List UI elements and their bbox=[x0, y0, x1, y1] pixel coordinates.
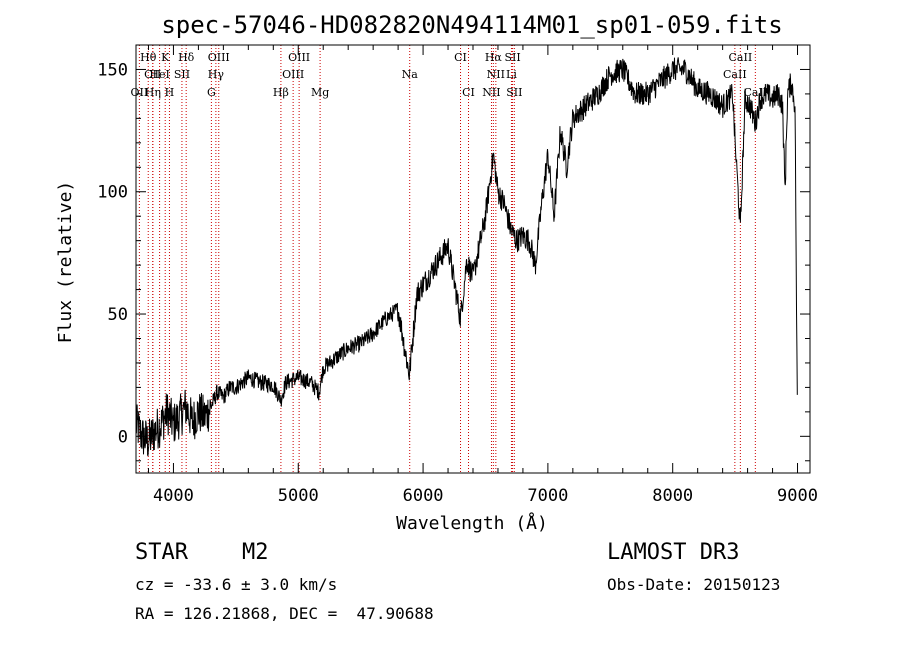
line-label: OIII bbox=[282, 68, 304, 81]
line-label: Li bbox=[506, 68, 517, 81]
plot-frame bbox=[135, 44, 811, 474]
x-tick-label: 7000 bbox=[527, 486, 568, 506]
line-label: SII bbox=[174, 68, 190, 81]
line-label: Mg bbox=[311, 86, 329, 99]
y-tick-label: 100 bbox=[97, 183, 128, 203]
y-axis-label: Flux (relative) bbox=[55, 181, 76, 344]
line-label: OII bbox=[131, 86, 149, 99]
line-label: OIII bbox=[208, 51, 230, 64]
coordinates: RA = 126.21868, DEC = 47.90688 bbox=[135, 604, 434, 623]
subclass: M2 bbox=[242, 540, 269, 565]
y-tick-label: 50 bbox=[108, 305, 128, 325]
x-tick-label: 9000 bbox=[777, 486, 818, 506]
x-tick-label: 8000 bbox=[652, 486, 693, 506]
y-tick-label: 150 bbox=[97, 60, 128, 80]
line-label: K bbox=[161, 51, 170, 64]
line-label: Hα bbox=[485, 51, 503, 64]
x-tick-label: 4000 bbox=[153, 486, 194, 506]
line-label: SII bbox=[506, 86, 522, 99]
line-label: CaII bbox=[723, 68, 747, 81]
line-label: CI bbox=[454, 51, 467, 64]
line-label: HeI bbox=[149, 68, 169, 81]
line-label: G bbox=[207, 86, 216, 99]
spectrum-line bbox=[135, 57, 798, 457]
line-label: Hδ bbox=[178, 51, 195, 64]
line-label: OIII bbox=[288, 51, 310, 64]
line-label: NII bbox=[487, 68, 505, 81]
line-label: Hθ bbox=[140, 51, 157, 64]
line-label: H bbox=[165, 86, 175, 99]
y-tick-label: 0 bbox=[118, 427, 128, 447]
line-label: Hη bbox=[145, 86, 161, 99]
line-label: Hγ bbox=[208, 68, 225, 81]
line-label: CaII bbox=[729, 51, 753, 64]
x-axis: 4000 5000 6000 7000 8000 9000 bbox=[147, 45, 818, 506]
line-label: NII bbox=[482, 86, 500, 99]
y-axis: 0 50 100 150 bbox=[97, 44, 810, 462]
x-tick-label: 6000 bbox=[403, 486, 444, 506]
line-label: CII bbox=[144, 68, 161, 81]
chart-title: spec-57046-HD082820N494114M01_sp01-059.f… bbox=[161, 11, 782, 39]
line-markers bbox=[138, 45, 756, 473]
survey-name: LAMOST DR3 bbox=[607, 540, 740, 565]
x-tick-label: 5000 bbox=[278, 486, 319, 506]
x-axis-label: Wavelength (Å) bbox=[396, 512, 548, 534]
line-label: SII bbox=[504, 51, 520, 64]
line-label: Na bbox=[402, 68, 419, 81]
object-class: STAR bbox=[135, 540, 188, 565]
obs-date: Obs-Date: 20150123 bbox=[607, 575, 781, 594]
velocity: cz = -33.6 ± 3.0 km/s bbox=[135, 575, 338, 594]
line-label: CI bbox=[462, 86, 475, 99]
line-label: Hβ bbox=[273, 86, 289, 99]
